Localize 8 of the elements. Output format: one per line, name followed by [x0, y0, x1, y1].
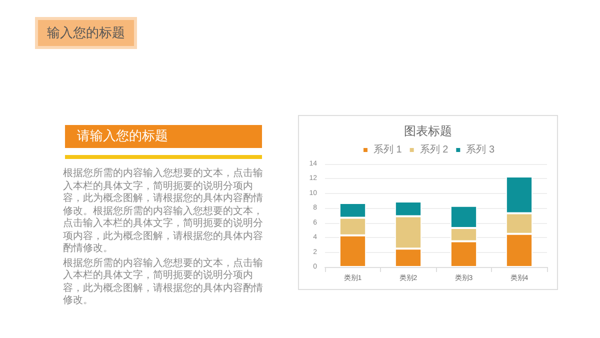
legend-label: 系列 1	[373, 144, 402, 156]
text: 输入您的标题	[35, 17, 137, 49]
text: 请输入您的标题	[65, 125, 262, 148]
text: 根据您所需的内容输入您想要的文本，点击输入本栏的具体文字，简明扼要的说明分项内容，此为概念图解，请根据您的具体内容酌情修改。	[63, 258, 264, 308]
legend-label: 系列 2	[420, 144, 449, 156]
chart-title: 图表标题	[404, 124, 452, 138]
legend-label: 系列 3	[466, 144, 495, 156]
text: 根据您所需的内容输入您想要的文本，点击输入本栏的具体文字，简明扼要的说明分项内容，此为概念图解，请根据您的具体内容酌情修改。根据您所需的内容输入您想要的文本，点击输入本栏的具体文字，简明扼要的说明分项内容，此为概念图解，请根据您的具体内容酌情修改。	[63, 168, 264, 256]
